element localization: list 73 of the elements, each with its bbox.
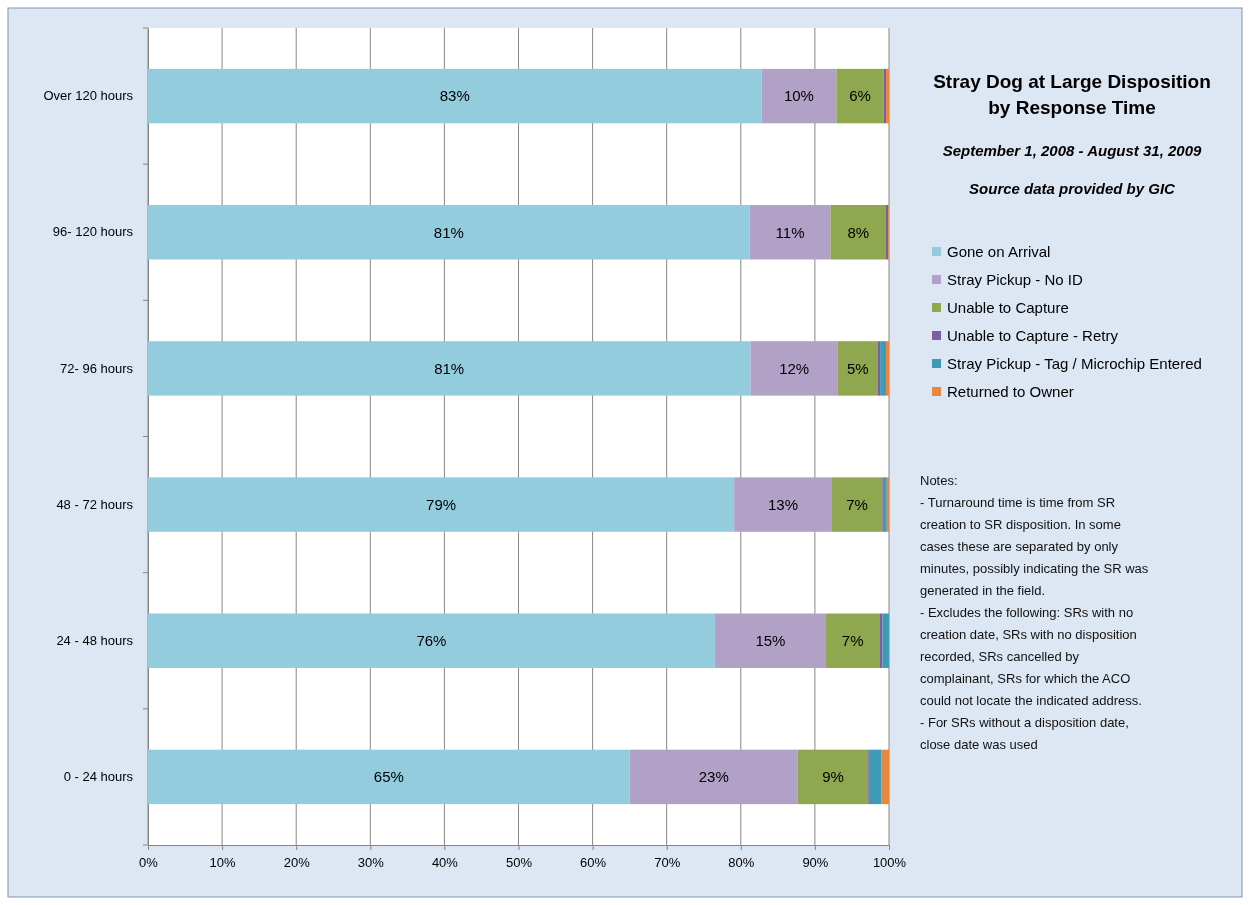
data-label: 11% <box>775 223 805 241</box>
bar <box>826 613 880 668</box>
bar <box>148 205 750 260</box>
bar <box>148 68 762 124</box>
y-tick-label: 96- 120 hours <box>52 224 134 240</box>
x-tick-label: 90% <box>802 855 829 871</box>
bar <box>830 205 887 260</box>
text: Stray Dog at Large Disposition by Response Time <box>933 71 1211 118</box>
data-label: 9% <box>822 768 844 786</box>
bar <box>879 613 883 668</box>
bar <box>761 68 837 124</box>
legend-label: Stray Pickup - Tag / Microchip Entered <box>947 355 1202 373</box>
x-tick-label: 70% <box>654 855 681 871</box>
bar <box>880 341 887 396</box>
bar <box>148 477 735 532</box>
y-tick-label: 48 - 72 hours <box>56 496 134 512</box>
text: Notes: <box>920 473 958 488</box>
data-label: 7% <box>846 495 868 513</box>
x-tick-label: 30% <box>357 855 385 871</box>
bar <box>734 477 832 532</box>
bar <box>148 749 630 805</box>
x-tick-label: 0% <box>139 855 159 871</box>
x-tick-label: 80% <box>728 855 755 871</box>
data-label: 7% <box>841 632 864 649</box>
bar <box>836 68 884 124</box>
data-label: 79% <box>426 495 457 513</box>
legend-label: Returned to Owner <box>947 383 1074 401</box>
data-label: 81% <box>434 359 465 377</box>
data-label: 76% <box>416 632 447 649</box>
text: - Excludes the following: SRs with no creation date, SRs with no disposition recorded, SRs cancelled by complainant, SRs for which the ACO could not locate the indicated address. <box>920 605 1142 708</box>
y-tick-label: 24 - 48 hours <box>56 632 134 648</box>
data-label: 23% <box>698 768 729 786</box>
data-label: 13% <box>768 495 799 513</box>
legend-label: Stray Pickup - No ID <box>947 271 1084 289</box>
text: - For SRs without a disposition date, close date was used <box>920 715 1129 752</box>
data-label: 5% <box>847 359 869 377</box>
source-note: Source data provided by GIC <box>969 180 1177 197</box>
x-tick-label: 50% <box>505 855 533 871</box>
bar <box>797 749 869 805</box>
data-label: 8% <box>847 223 870 241</box>
data-label: 12% <box>779 359 810 377</box>
x-tick-label: 40% <box>431 855 459 871</box>
legend-label: Gone on Arrival <box>947 243 1051 261</box>
data-label: 81% <box>433 223 464 241</box>
x-tick-label: 60% <box>580 855 607 871</box>
x-tick-label: 10% <box>209 855 237 871</box>
bar <box>629 749 798 805</box>
y-tick-label: 0 - 24 hours <box>63 769 134 785</box>
bar <box>886 341 889 396</box>
data-label: 10% <box>783 87 814 105</box>
bar <box>750 341 838 396</box>
x-tick-label: 20% <box>283 855 311 871</box>
y-tick-label: Over 120 hours <box>43 88 134 104</box>
data-label: 6% <box>849 87 871 105</box>
text: September 1, 2008 - August 31, 2009 <box>942 142 1203 159</box>
data-label: 65% <box>373 768 404 786</box>
legend-label: Unable to Capture - Retry <box>947 327 1119 345</box>
bar <box>749 205 831 260</box>
data-label: 15% <box>755 632 786 649</box>
bar <box>837 341 878 396</box>
x-tick-label: 100% <box>872 855 907 871</box>
bar <box>831 477 883 532</box>
y-tick-label: 72- 96 hours <box>60 360 134 376</box>
text: - Turnaround time is time from SR creation to SR disposition. In some cases these are separated by only minutes, possibly indicating the SR was generated in the field. <box>920 495 1149 598</box>
bar <box>877 341 881 396</box>
bar <box>148 341 751 396</box>
bar <box>868 749 882 805</box>
bar <box>148 613 715 668</box>
data-label: 83% <box>439 87 470 105</box>
legend-label: Unable to Capture <box>947 299 1069 317</box>
bar <box>714 613 827 668</box>
bar <box>881 749 889 805</box>
bar <box>882 613 889 668</box>
